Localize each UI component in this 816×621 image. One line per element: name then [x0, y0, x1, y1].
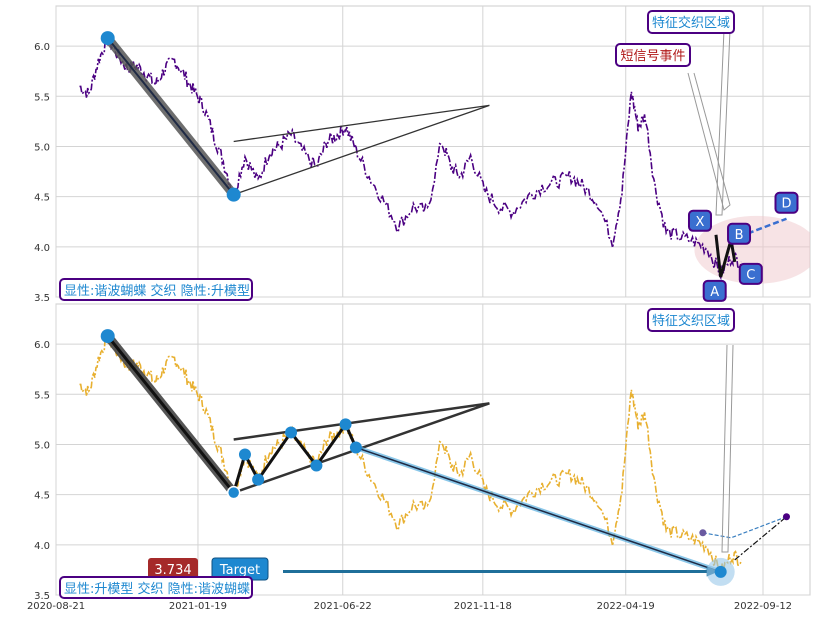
bottom-region-callout: 特征交织区域 [647, 308, 735, 332]
bottom-price-series [79, 332, 743, 579]
x-tick-label: 2021-06-22 [314, 601, 372, 612]
target-badge-text: Target [219, 563, 260, 578]
bottom-projection [702, 516, 787, 539]
top-price-series [79, 34, 743, 281]
pattern-point-d: D [774, 191, 799, 214]
x-tick-label: 2020-08-21 [27, 601, 85, 612]
top-downtrend-core [106, 37, 235, 196]
bottom-y-tick-label: 5.5 [34, 390, 50, 401]
zigzag-marker [100, 329, 115, 344]
target-badge: Target [211, 557, 269, 581]
event-callout: 短信号事件 [615, 43, 691, 67]
bottom-trend-core [355, 446, 721, 573]
top-y-tick-label: 4.5 [34, 193, 50, 204]
top-low-marker [226, 187, 241, 202]
pattern-point-label: D [781, 197, 791, 212]
zigzag-marker [285, 426, 298, 439]
zigzag-marker [310, 459, 323, 472]
top-y-tick-label: 5.0 [34, 142, 50, 153]
bottom-y-tick-label: 5.0 [34, 440, 50, 451]
top-y-tick-label: 3.5 [34, 293, 50, 304]
bottom-y-tick-label: 4.0 [34, 541, 50, 552]
pattern-point-label: B [735, 228, 744, 243]
pattern-point-label: X [696, 215, 705, 230]
bottom-y-tick-label: 4.5 [34, 491, 50, 502]
zigzag-marker [226, 485, 241, 500]
top-y-tick-label: 4.0 [34, 243, 50, 254]
region-callout-pointer-top [715, 29, 731, 216]
pattern-point-label: C [746, 268, 755, 283]
zigzag-marker [349, 441, 362, 454]
zigzag-marker [339, 418, 352, 431]
x-tick-labels: 2020-08-21 2021-01-19 2021-06-22 2021-11-18… [27, 601, 792, 612]
zigzag-marker [252, 473, 265, 486]
top-y-tick-label: 6.0 [34, 42, 50, 53]
top-region-callout: 特征交织区域 [647, 10, 735, 34]
bottom-region-callout-text: 特征交织区域 [652, 313, 730, 329]
bottom-bottom-label: 显性:升模型 交织 隐性:谐波蝴蝶 [59, 576, 253, 599]
bottom-projection-2 [734, 516, 787, 561]
top-wedge-lines [233, 104, 490, 196]
x-tick-label: 2021-01-19 [169, 601, 227, 612]
projection-point-2 [782, 513, 790, 521]
event-callout-text: 短信号事件 [620, 49, 685, 64]
bottom-y-tick-labels: 3.5 4.0 4.5 5.0 5.5 6.0 [34, 340, 50, 602]
x-tick-label: 2022-04-19 [597, 601, 655, 612]
top-start-marker [100, 31, 115, 46]
event-callout-pointer [687, 72, 731, 211]
bottom-zigzag-markers [100, 329, 727, 578]
bottom-panel-frame [55, 303, 811, 596]
top-region-callout-text: 特征交织区域 [652, 15, 730, 31]
projection-point-1 [699, 529, 707, 537]
pattern-point-c: C [738, 262, 763, 285]
top-pattern-point-labels: X A B C D [687, 191, 799, 302]
top-harmonic-pattern [714, 234, 737, 278]
region-callout-pointer-bottom [721, 344, 734, 553]
pattern-point-label: A [710, 285, 719, 300]
pattern-point-x: X [687, 209, 712, 232]
top-y-tick-label: 5.5 [34, 92, 50, 103]
pattern-point-b: B [727, 222, 752, 245]
price-badge: 3.734 [148, 558, 198, 580]
top-bottom-label-text: 显性:谐波蝴蝶 交织 隐性:升模型 [64, 283, 250, 299]
price-badge-text: 3.734 [154, 563, 191, 578]
bottom-y-tick-label: 6.0 [34, 340, 50, 351]
x-tick-label: 2021-11-18 [454, 601, 512, 612]
top-bottom-label: 显性:谐波蝴蝶 交织 隐性:升模型 [59, 278, 253, 301]
x-tick-label: 2022-09-12 [734, 601, 792, 612]
pattern-point-a: A [702, 279, 727, 302]
zigzag-marker [714, 565, 727, 578]
top-y-tick-labels: 3.5 4.0 4.5 5.0 5.5 6.0 [34, 42, 50, 304]
bottom-y-tick-label: 3.5 [34, 591, 50, 602]
bottom-bottom-label-text: 显性:升模型 交织 隐性:谐波蝴蝶 [64, 581, 250, 597]
zigzag-marker [238, 448, 251, 461]
